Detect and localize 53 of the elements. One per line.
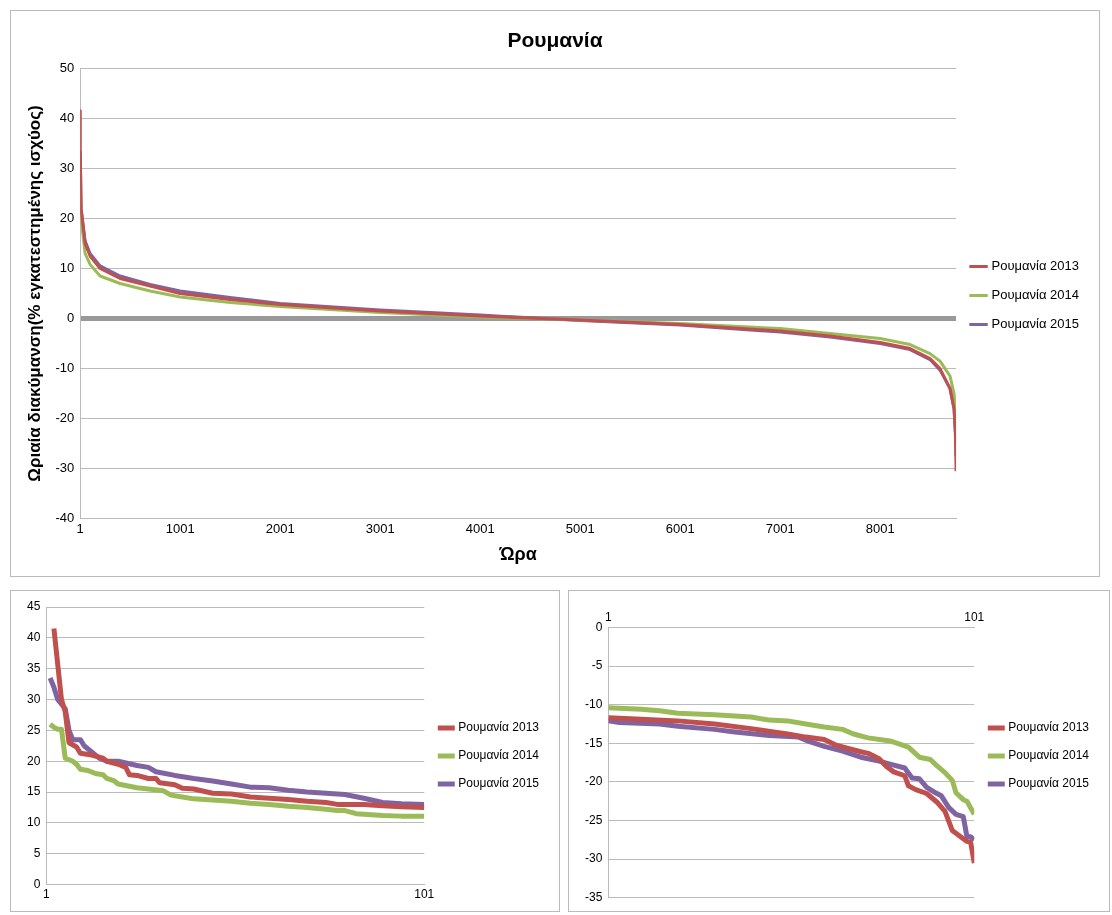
x-tick-label: 5001 <box>565 521 595 537</box>
legend-label: Ρουμανία 2014 <box>458 748 540 763</box>
y-tick-label: -20 <box>585 774 603 789</box>
y-tick-label: 0 <box>66 310 75 326</box>
y-tick-label: 10 <box>26 815 41 830</box>
x-tick-label: 101 <box>964 609 985 624</box>
legend-label: Ρουμανία 2014 <box>991 287 1079 303</box>
y-tick-label: 10 <box>59 260 75 276</box>
y-tick-label: -30 <box>585 851 603 866</box>
y-tick-label: 30 <box>26 691 41 706</box>
chart-title: Ρουμανία <box>507 28 603 52</box>
y-tick-label: 40 <box>26 630 41 645</box>
y-tick-label: 45 <box>26 599 41 614</box>
legend-label: Ρουμανία 2013 <box>458 720 540 735</box>
y-axis-title: Ωριαία διακύμανση(% εγκατεστημένης ισχύος) <box>24 105 44 482</box>
x-tick-label: 1 <box>605 609 612 624</box>
y-tick-label: 50 <box>59 59 75 75</box>
y-tick-label: 35 <box>26 661 41 675</box>
y-tick-label: -20 <box>55 410 75 426</box>
legend-label: Ρουμανία 2015 <box>458 776 540 791</box>
x-tick-label: 1 <box>43 887 50 902</box>
x-tick-label: 8001 <box>865 521 895 537</box>
y-tick-label: 40 <box>59 109 75 125</box>
legend-label: Ρουμανία 2014 <box>1008 748 1090 763</box>
y-tick-label: -30 <box>55 460 75 476</box>
y-tick-label: 20 <box>26 753 41 768</box>
x-tick-label: 101 <box>414 887 435 902</box>
y-tick-label: 20 <box>59 209 75 225</box>
x-tick-label: 2001 <box>265 521 295 537</box>
legend-label: Ρουμανία 2015 <box>991 316 1079 332</box>
y-tick-label: 0 <box>33 876 41 891</box>
legend-label: Ρουμανία 2015 <box>1008 776 1090 791</box>
y-tick-label: -40 <box>55 510 75 526</box>
y-tick-label: -5 <box>591 658 603 673</box>
y-tick-label: -10 <box>55 360 75 376</box>
y-tick-label: 0 <box>595 619 603 634</box>
y-tick-label: -35 <box>585 890 603 905</box>
y-tick-label: 5 <box>33 846 41 861</box>
y-tick-label: -15 <box>585 735 603 750</box>
legend-label: Ρουμανία 2013 <box>991 258 1079 274</box>
y-tick-label: 30 <box>59 159 75 175</box>
y-tick-label: 25 <box>26 722 41 737</box>
x-axis-title: Ώρα <box>498 544 537 565</box>
x-tick-label: 7001 <box>765 521 795 537</box>
x-tick-label: 1001 <box>165 521 195 537</box>
legend-label: Ρουμανία 2013 <box>1008 720 1090 735</box>
y-tick-label: -10 <box>585 696 603 711</box>
y-tick-label: 15 <box>26 784 41 799</box>
x-tick-label: 6001 <box>665 521 695 537</box>
y-tick-label: -25 <box>585 812 603 827</box>
x-tick-label: 1 <box>76 521 84 537</box>
x-tick-label: 4001 <box>465 521 495 537</box>
x-tick-label: 3001 <box>365 521 395 537</box>
